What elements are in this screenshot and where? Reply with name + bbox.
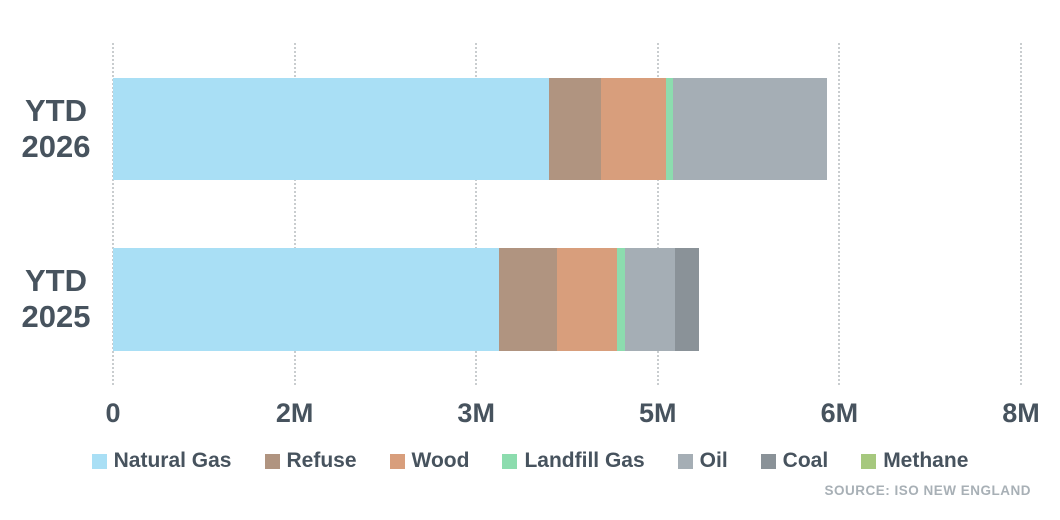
bar-segment-natural-gas xyxy=(113,248,499,351)
legend-label-landfill-gas: Landfill Gas xyxy=(524,449,645,472)
row-label-ytd-2025: YTD 2025 xyxy=(21,263,91,334)
legend-swatch-methane xyxy=(861,453,877,469)
gridline xyxy=(112,43,114,385)
source-attribution: SOURCE: ISO NEW ENGLAND xyxy=(824,483,1031,498)
bar-ytd-2025 xyxy=(113,248,699,351)
gridline xyxy=(1020,43,1022,385)
x-tick-label: 0 xyxy=(105,398,121,428)
x-tick-label: 3M xyxy=(457,398,495,428)
legend-item-landfill-gas: Landfill Gas xyxy=(502,449,645,473)
legend-label-natural-gas: Natural Gas xyxy=(113,449,232,472)
bar-segment-natural-gas xyxy=(113,78,549,180)
bar-segment-oil xyxy=(624,248,675,351)
plot-area xyxy=(112,43,1022,385)
x-tick-label: 6M xyxy=(820,398,859,428)
bar-segment-landfill-gas xyxy=(665,78,673,180)
gridline xyxy=(656,43,659,385)
legend-label-wood: Wood xyxy=(411,449,470,472)
legend-item-natural-gas: Natural Gas xyxy=(91,449,232,473)
x-tick-label: 2M xyxy=(275,398,314,428)
bar-segment-wood xyxy=(601,78,666,180)
bar-segment-coal xyxy=(674,248,699,351)
row-label-ytd-2026: YTD 2026 xyxy=(21,93,91,164)
bar-segment-oil xyxy=(672,78,827,180)
legend-swatch-coal xyxy=(760,453,776,469)
legend-label-methane: Methane xyxy=(883,449,969,472)
legend-swatch-landfill-gas xyxy=(502,453,518,469)
bar-segment-wood xyxy=(556,248,617,351)
bar-segment-refuse xyxy=(498,248,557,351)
legend-item-methane: Methane xyxy=(861,449,968,473)
gridline xyxy=(838,43,841,385)
bar-segment-landfill-gas xyxy=(616,248,625,351)
gridline xyxy=(475,43,478,385)
legend-item-refuse: Refuse xyxy=(264,449,357,473)
legend-label-oil: Oil xyxy=(699,449,728,472)
x-tick-label: 5M xyxy=(639,398,677,428)
legend-item-coal: Coal xyxy=(760,449,829,473)
x-tick-label: 8M xyxy=(1002,398,1040,428)
legend-label-coal: Coal xyxy=(782,449,829,472)
gridline xyxy=(293,43,296,385)
legend: Natural Gas Refuse Wood Landfill Gas Oil Coal… xyxy=(0,449,1060,473)
bar-ytd-2026 xyxy=(113,78,827,180)
legend-item-wood: Wood xyxy=(389,449,470,473)
legend-item-oil: Oil xyxy=(677,449,728,473)
legend-label-refuse: Refuse xyxy=(286,449,357,472)
legend-swatch-refuse xyxy=(264,453,280,469)
legend-swatch-oil xyxy=(677,453,693,469)
bar-segment-refuse xyxy=(548,78,602,180)
legend-swatch-wood xyxy=(389,453,405,469)
legend-swatch-natural-gas xyxy=(91,453,107,469)
